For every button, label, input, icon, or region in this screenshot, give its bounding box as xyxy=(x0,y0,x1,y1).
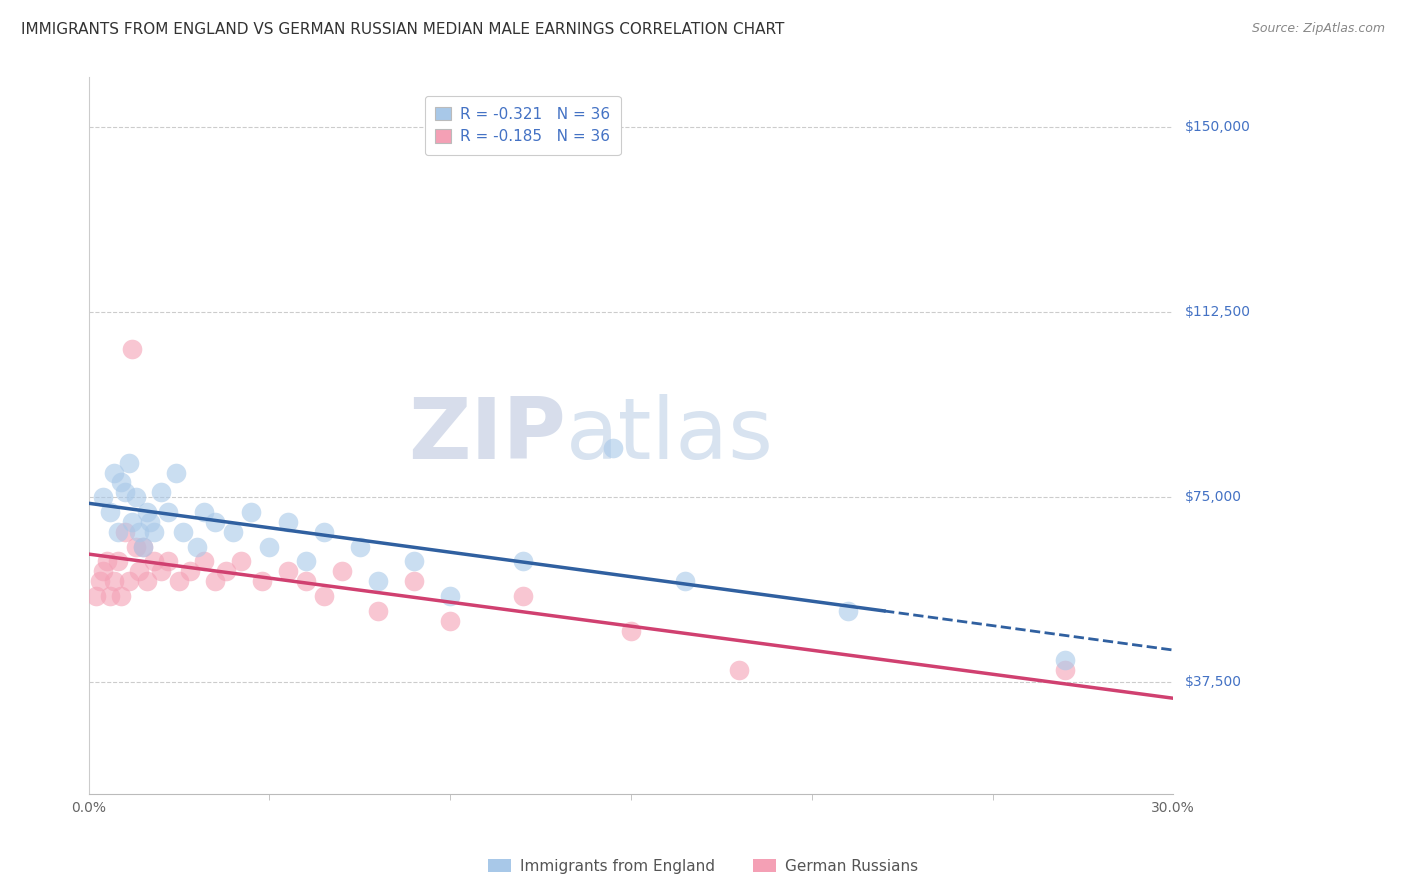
Point xyxy=(240,505,263,519)
Point xyxy=(367,604,389,618)
Point xyxy=(186,540,208,554)
Text: atlas: atlas xyxy=(567,394,773,477)
Point xyxy=(157,554,180,568)
Point xyxy=(103,574,125,589)
Text: IMMIGRANTS FROM ENGLAND VS GERMAN RUSSIAN MEDIAN MALE EARNINGS CORRELATION CHART: IMMIGRANTS FROM ENGLAND VS GERMAN RUSSIA… xyxy=(21,22,785,37)
Point xyxy=(204,574,226,589)
Text: $75,000: $75,000 xyxy=(1184,491,1241,504)
Point xyxy=(277,515,299,529)
Point xyxy=(121,342,143,356)
Legend: R = -0.321   N = 36, R = -0.185   N = 36: R = -0.321 N = 36, R = -0.185 N = 36 xyxy=(425,95,620,155)
Text: $112,500: $112,500 xyxy=(1184,305,1250,319)
Point xyxy=(172,524,194,539)
Point xyxy=(128,565,150,579)
Point xyxy=(89,574,111,589)
Point xyxy=(673,574,696,589)
Point xyxy=(312,589,335,603)
Point xyxy=(193,554,215,568)
Point xyxy=(602,441,624,455)
Text: ZIP: ZIP xyxy=(408,394,567,477)
Point xyxy=(107,524,129,539)
Point xyxy=(193,505,215,519)
Point xyxy=(117,574,139,589)
Point xyxy=(125,540,148,554)
Point xyxy=(252,574,274,589)
Point xyxy=(100,589,122,603)
Point xyxy=(114,485,136,500)
Point xyxy=(349,540,371,554)
Point xyxy=(132,540,155,554)
Point xyxy=(157,505,180,519)
Point xyxy=(294,554,316,568)
Point xyxy=(142,524,165,539)
Point xyxy=(165,466,187,480)
Point xyxy=(512,589,534,603)
Point xyxy=(100,505,122,519)
Point xyxy=(222,524,245,539)
Point xyxy=(1053,653,1076,667)
Point xyxy=(404,574,426,589)
Point xyxy=(439,614,461,628)
Point xyxy=(259,540,281,554)
Legend: Immigrants from England, German Russians: Immigrants from England, German Russians xyxy=(482,853,924,880)
Point xyxy=(135,505,157,519)
Point xyxy=(84,589,107,603)
Point xyxy=(125,490,148,504)
Point xyxy=(135,574,157,589)
Point xyxy=(132,540,155,554)
Point xyxy=(103,466,125,480)
Point xyxy=(96,554,118,568)
Text: Source: ZipAtlas.com: Source: ZipAtlas.com xyxy=(1251,22,1385,36)
Point xyxy=(294,574,316,589)
Point xyxy=(404,554,426,568)
Point xyxy=(1053,663,1076,677)
Point xyxy=(107,554,129,568)
Point xyxy=(277,565,299,579)
Text: $150,000: $150,000 xyxy=(1184,120,1250,134)
Point xyxy=(117,456,139,470)
Point xyxy=(91,565,114,579)
Point xyxy=(215,565,238,579)
Point xyxy=(121,515,143,529)
Point xyxy=(330,565,353,579)
Point xyxy=(512,554,534,568)
Point xyxy=(91,490,114,504)
Point xyxy=(139,515,162,529)
Point xyxy=(439,589,461,603)
Point xyxy=(167,574,190,589)
Point xyxy=(150,565,173,579)
Text: $37,500: $37,500 xyxy=(1184,675,1241,690)
Point xyxy=(114,524,136,539)
Point xyxy=(728,663,751,677)
Point xyxy=(179,565,201,579)
Point xyxy=(142,554,165,568)
Point xyxy=(110,475,132,490)
Point xyxy=(312,524,335,539)
Point xyxy=(150,485,173,500)
Point xyxy=(620,624,643,638)
Point xyxy=(367,574,389,589)
Point xyxy=(837,604,859,618)
Point xyxy=(204,515,226,529)
Point xyxy=(110,589,132,603)
Point xyxy=(229,554,252,568)
Point xyxy=(128,524,150,539)
